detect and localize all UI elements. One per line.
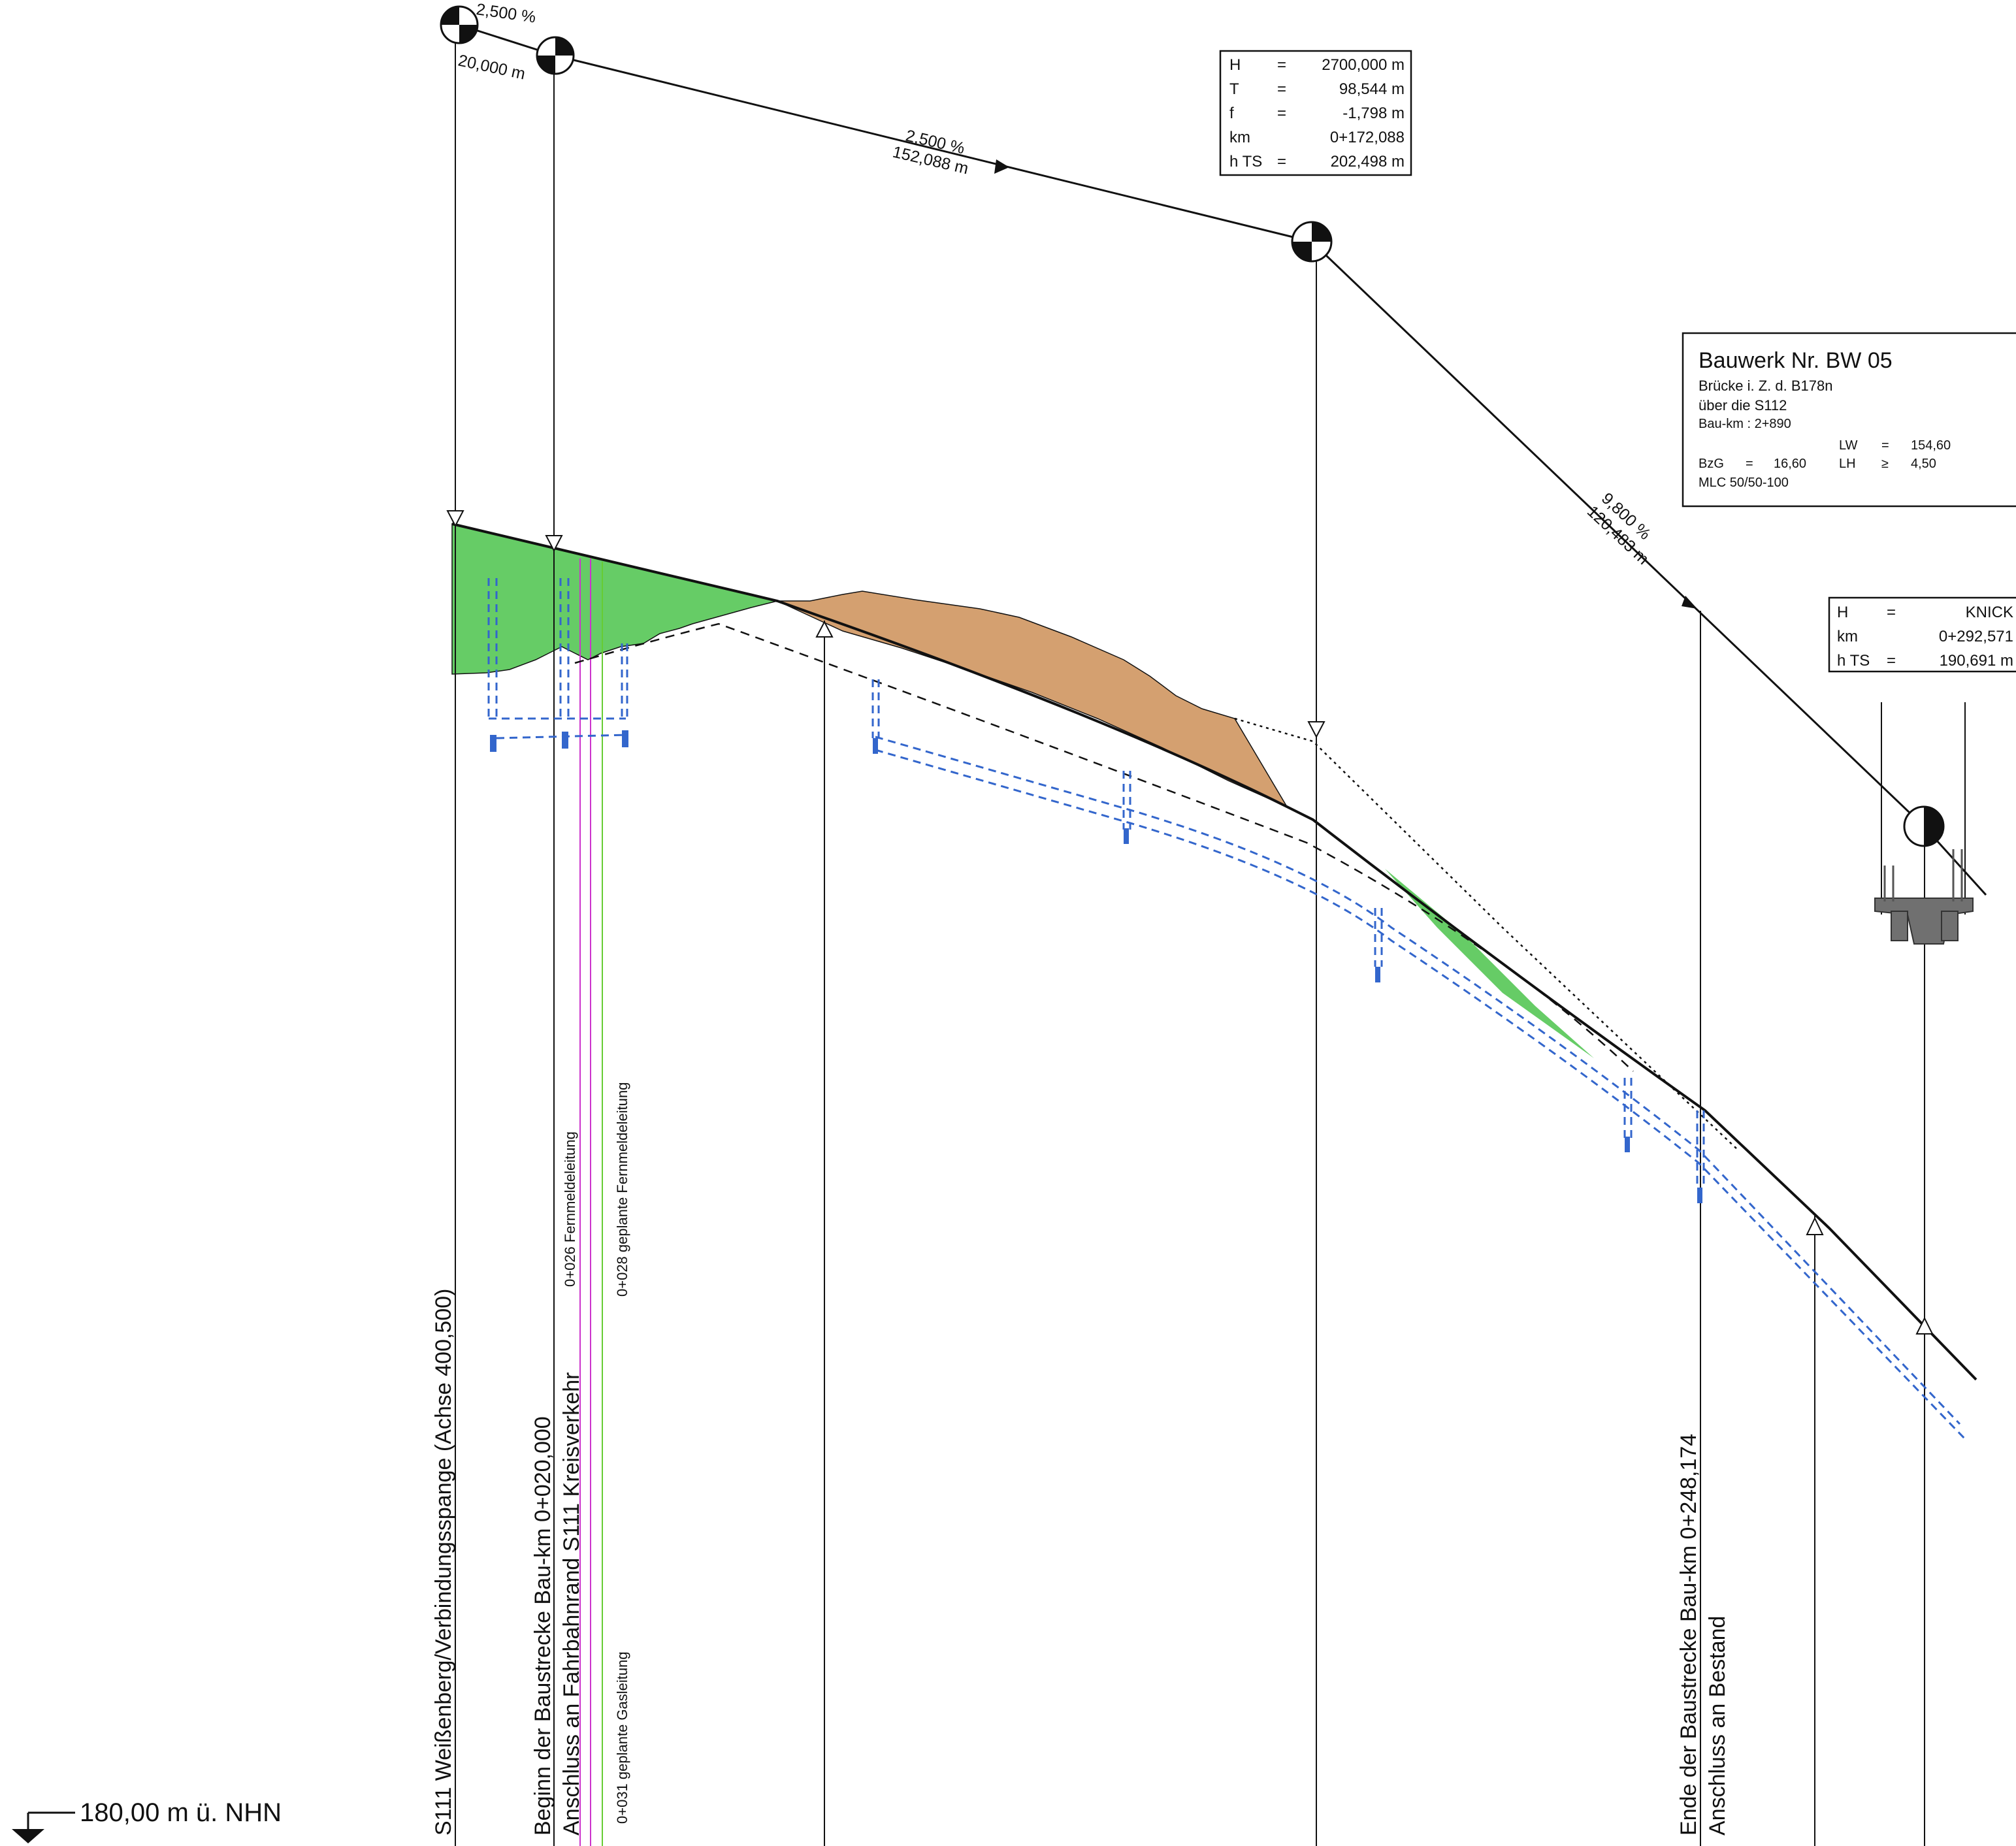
curve-box-key: km [1229, 129, 1250, 146]
curve-box-eq: = [1277, 153, 1286, 170]
curve-box-key: H [1229, 56, 1241, 74]
knick-box-key: h TS [1837, 652, 1870, 670]
vertex-symbol-curve [1291, 221, 1333, 263]
grade-tangent-2 [555, 54, 1312, 243]
drain-riser-7 [1623, 1078, 1633, 1140]
curve-box-eq: = [1277, 105, 1286, 122]
station-arrow-up [1915, 1316, 1934, 1335]
curve-box-eq: = [1277, 80, 1286, 98]
drain-pipe-lower [875, 749, 1968, 1442]
curve-box-val: 98,544 m [1339, 80, 1405, 98]
structure-lw-key: LW [1839, 438, 1858, 453]
curve-box-val: -1,798 m [1342, 105, 1405, 122]
knick-box-val: 0+292,571 [1939, 628, 2013, 645]
curve-box-val: 202,498 m [1331, 153, 1405, 170]
structure-line1: Brücke i. Z. d. B178n [1699, 378, 1832, 394]
station-arrow-up [815, 620, 834, 638]
datum-label: 180,00 m ü. NHN [80, 1798, 282, 1827]
vertical-curve-info-box: H = 2700,000 m T = 98,544 m f = -1,798 m km 0+172,… [1219, 50, 1412, 176]
structure-line2: über die S112 [1699, 397, 1787, 413]
curve-box-val: 2700,000 m [1322, 56, 1405, 74]
drain-riser-1 [487, 578, 498, 719]
grade1-length: 20,000 m [457, 51, 527, 83]
station-arrow-down [545, 535, 563, 553]
knick-box-key: H [1837, 604, 1848, 621]
drain-marker [490, 735, 496, 752]
structure-lh-eq: ≥ [1881, 457, 1889, 471]
label-s111-axis: S111 Weißenberg/Verbindungsspange (Achse… [431, 1289, 456, 1836]
structure-mlc: MLC 50/50-100 [1699, 476, 1789, 490]
structure-lw-val: 154,60 [1911, 438, 1951, 453]
grade1-percent: 2,500 % [475, 0, 537, 26]
drain-riser-8 [1696, 1110, 1705, 1189]
label-anschluss-bestand: Anschluss an Bestand [1705, 1616, 1730, 1836]
drainage-pipe-lines [487, 578, 1968, 1442]
existing-ground-dashed [574, 623, 1634, 1072]
existing-gradient-dotted [1234, 717, 1738, 1150]
drain-marker [1697, 1188, 1702, 1203]
curve-box-eq: = [1277, 56, 1286, 74]
label-ende-baustrecke: Ende der Baustrecke Bau-km 0+248,174 [1676, 1434, 1701, 1836]
label-anschluss-kreisverkehr: Anschluss an Fahrbahnrand S111 Kreisverk… [559, 1372, 584, 1836]
drain-riser-5 [1122, 771, 1131, 830]
vertex-symbol-tangent [536, 36, 575, 75]
knick-info-box: H = KNICK km 0+292,571 h TS = 190,691 m [1828, 596, 2016, 673]
drain-pipe-upper [875, 736, 1961, 1425]
label-fernmelde-028: 0+028 geplante Fernmeldeleitung [614, 1082, 630, 1297]
drain-riser-3 [621, 643, 628, 719]
drain-riser-4 [871, 679, 880, 738]
station-arrowheads [446, 510, 1934, 1335]
drain-markers [490, 730, 1702, 1203]
curve-box-key: T [1229, 80, 1239, 98]
structure-bzg-eq: = [1746, 457, 1753, 471]
drain-riser-6 [1374, 908, 1383, 967]
grade-arrow-2 [994, 159, 1009, 174]
knick-box-key: km [1837, 628, 1858, 645]
drain-marker [873, 738, 878, 754]
knick-box-eq: = [1887, 652, 1896, 670]
knick-box-eq: = [1887, 604, 1896, 621]
grade-tangent-3 [1310, 240, 1925, 828]
label-fernmelde-026: 0+026 Fernmeldeleitung [562, 1131, 578, 1287]
station-arrow-down [1307, 721, 1325, 739]
drain-marker [1124, 828, 1129, 844]
cut-area-brown [777, 591, 1288, 808]
station-arrow-down [446, 510, 464, 528]
structure-bzg-key: BzG [1699, 457, 1724, 471]
curve-box-key: f [1229, 105, 1234, 122]
fill-embankment-green-sliver [1385, 869, 1594, 1058]
fill-embankment-green-area [451, 523, 778, 675]
drain-marker [1625, 1137, 1630, 1152]
bridge-cross-section [1874, 702, 1974, 945]
knick-box-val: KNICK [1966, 604, 2013, 621]
design-gradient-line [451, 523, 1977, 1381]
curve-box-key: h TS [1229, 153, 1262, 170]
structure-lh-val: 4,50 [1911, 457, 1936, 471]
datum-marker: 180,00 m ü. NHN [12, 1798, 282, 1843]
label-gas-031: 0+031 geplante Gasleitung [614, 1651, 630, 1824]
station-arrow-up [1806, 1216, 1824, 1235]
knick-box-val: 190,691 m [1940, 652, 2013, 670]
label-begin-baustrecke: Beginn der Baustrecke Bau-km 0+020,000 [530, 1416, 555, 1836]
drain-pipe-top-left [489, 717, 628, 739]
vertex-symbol-start [440, 5, 479, 44]
drain-marker [1375, 967, 1380, 982]
structure-info-box: Bauwerk Nr. BW 05 Brücke i. Z. d. B178n … [1682, 332, 2016, 508]
structure-bzg-val: 16,60 [1774, 457, 1806, 471]
curve-box-val: 0+172,088 [1330, 129, 1405, 146]
drain-riser-2 [559, 578, 570, 719]
structure-title: Bauwerk Nr. BW 05 [1699, 348, 1893, 373]
structure-bau-km: Bau-km : 2+890 [1699, 417, 1791, 431]
grade-arrow-3 [1682, 596, 1697, 609]
vertical-reference-lines [455, 26, 1925, 1846]
structure-lh-key: LH [1839, 457, 1856, 471]
structure-lw-eq: = [1881, 438, 1889, 453]
drain-marker [622, 730, 628, 747]
drain-marker [562, 732, 568, 749]
vertex-symbol-knick [1903, 805, 1945, 847]
